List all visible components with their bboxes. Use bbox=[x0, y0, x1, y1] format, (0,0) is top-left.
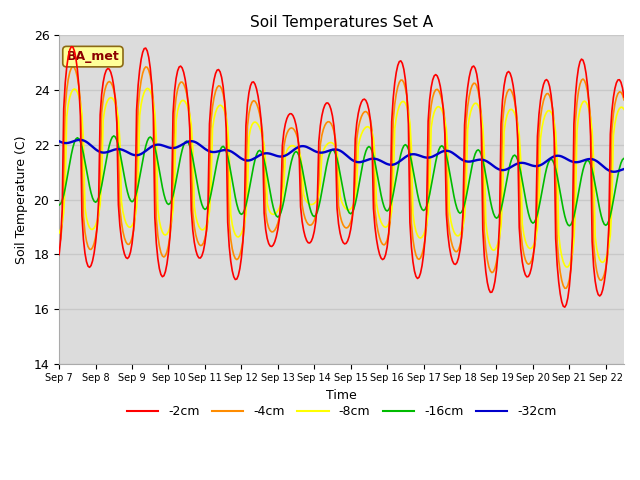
Title: Soil Temperatures Set A: Soil Temperatures Set A bbox=[250, 15, 433, 30]
Y-axis label: Soil Temperature (C): Soil Temperature (C) bbox=[15, 135, 28, 264]
Text: BA_met: BA_met bbox=[67, 50, 119, 63]
X-axis label: Time: Time bbox=[326, 389, 357, 402]
Legend: -2cm, -4cm, -8cm, -16cm, -32cm: -2cm, -4cm, -8cm, -16cm, -32cm bbox=[122, 400, 561, 423]
